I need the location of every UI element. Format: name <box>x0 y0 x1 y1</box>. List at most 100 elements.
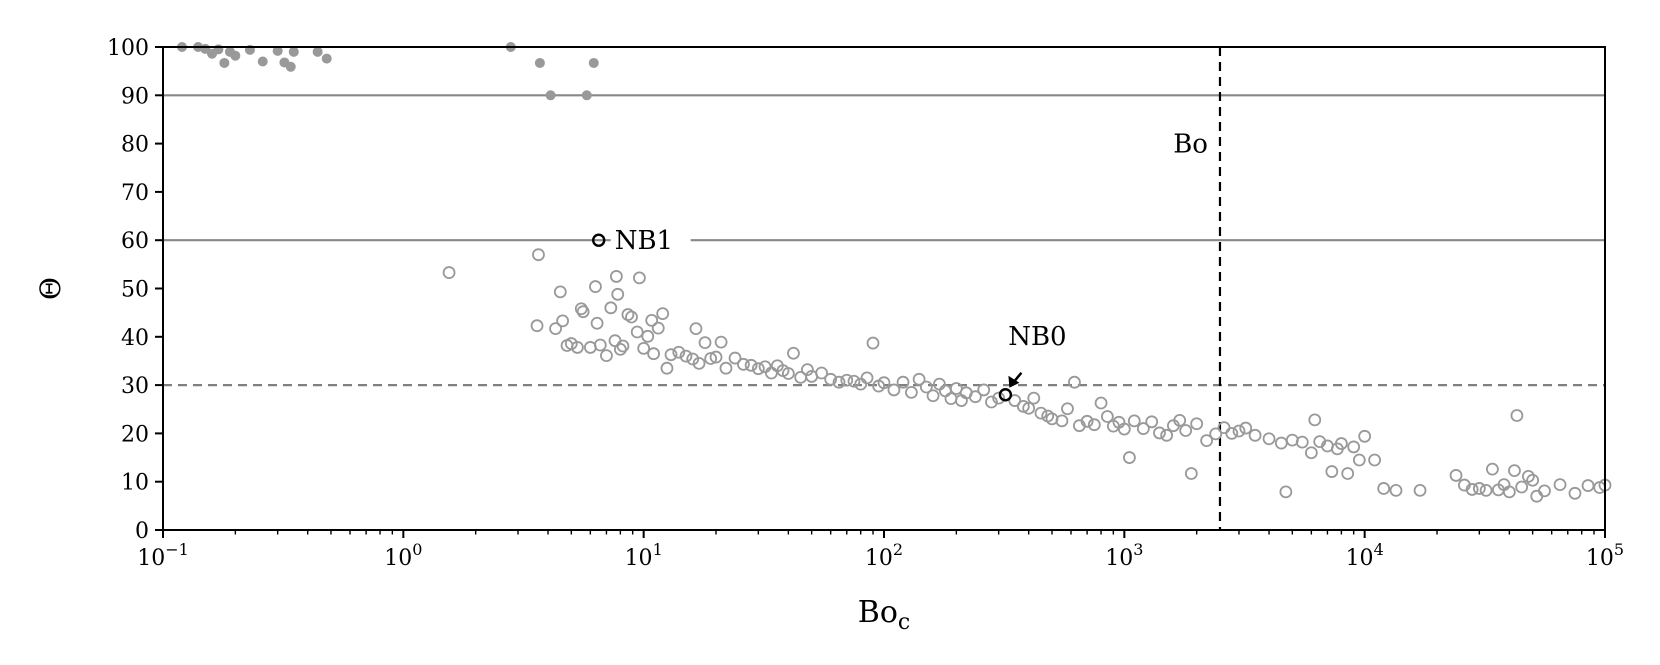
filled-point <box>219 57 230 68</box>
hollow-point <box>1377 482 1391 495</box>
hollow-point <box>1094 396 1108 410</box>
filled-point <box>588 57 599 68</box>
hollow-point <box>728 351 742 365</box>
annotation-nb1: NB1 <box>615 226 673 256</box>
hollow-point <box>549 322 562 335</box>
hollow-point <box>1179 424 1193 437</box>
hollow-point <box>860 371 874 385</box>
hollow-point <box>1262 432 1276 446</box>
hollow-point <box>758 360 772 374</box>
x-tick-label: 10−1 <box>137 540 189 571</box>
hollow-point <box>1034 406 1048 420</box>
hollow-point <box>1485 462 1499 476</box>
hollow-point <box>1145 415 1159 429</box>
hollow-point <box>877 376 891 390</box>
hollow-point <box>692 356 706 370</box>
hollow-point <box>1358 429 1372 443</box>
filled-point <box>534 57 545 68</box>
hollow-point <box>887 383 901 397</box>
hollow-point <box>686 352 700 366</box>
hollow-point <box>751 362 765 376</box>
hollow-point <box>1274 436 1288 450</box>
hollow-point <box>1521 469 1535 483</box>
y-tick-label: 40 <box>121 326 149 351</box>
hollow-point <box>968 390 982 404</box>
x-tick-label: 101 <box>625 540 663 571</box>
hollow-point <box>1465 483 1479 496</box>
hollow-point <box>781 367 795 380</box>
hollow-point <box>556 314 570 328</box>
x-tick-label: 105 <box>1586 540 1624 571</box>
hollow-point <box>1308 413 1322 427</box>
hollow-point <box>832 375 846 389</box>
hollow-point <box>1553 478 1567 491</box>
hollow-point <box>764 366 778 380</box>
hollow-point <box>1538 484 1551 498</box>
data-points <box>177 42 1612 503</box>
y-tick-label: 30 <box>121 374 149 399</box>
hollow-point <box>1127 414 1141 428</box>
hollow-point <box>672 345 686 359</box>
hollow-point <box>1581 479 1595 492</box>
hollow-point <box>625 310 638 324</box>
hollow-point <box>1510 409 1524 422</box>
hollow-point <box>1479 483 1493 497</box>
hollow-point <box>576 305 590 319</box>
hollow-point <box>744 358 758 372</box>
hollow-point <box>593 338 607 352</box>
hollow-point <box>1027 391 1041 405</box>
hollow-point <box>926 389 940 403</box>
filled-point <box>272 45 283 56</box>
y-tick-label: 20 <box>121 422 149 447</box>
hollow-point <box>1061 402 1074 416</box>
hollow-point <box>1080 414 1094 428</box>
hollow-point <box>1515 480 1529 494</box>
hollow-point <box>1389 483 1403 497</box>
hollow-point <box>904 385 918 399</box>
hollow-point <box>656 307 670 321</box>
hollow-point <box>912 372 926 386</box>
x-axis-label: Boc <box>858 595 910 635</box>
annotations: Bo NB1 NB0 <box>610 130 1208 388</box>
hollow-point <box>698 336 712 349</box>
hollow-point <box>1526 473 1540 487</box>
hollow-point <box>1368 453 1382 467</box>
hollow-point <box>1413 483 1427 497</box>
hollow-point <box>736 357 750 371</box>
hollow-point <box>571 341 584 354</box>
filled-point <box>581 90 592 101</box>
filled-point <box>321 53 332 64</box>
hollow-point <box>651 321 665 335</box>
y-axis-label: Θ <box>34 277 67 300</box>
hollow-point <box>664 348 678 362</box>
y-tick-label: 10 <box>121 471 149 496</box>
y-tick-label: 70 <box>121 181 149 206</box>
y-tick-label: 60 <box>121 229 149 254</box>
highlighted-point <box>998 388 1013 402</box>
hollow-point <box>647 347 661 361</box>
y-tick-label: 90 <box>121 84 149 109</box>
hollow-point <box>679 349 693 363</box>
hollow-point <box>1502 485 1516 499</box>
hollow-point <box>1209 427 1223 441</box>
filled-point <box>213 44 224 55</box>
y-tick-label: 0 <box>135 519 149 544</box>
hollow-point <box>824 372 838 386</box>
hollow-point <box>1022 401 1036 415</box>
hollow-point <box>1341 467 1355 480</box>
hollow-point <box>1153 426 1166 440</box>
hollow-point <box>1232 424 1246 438</box>
hollow-point <box>1449 469 1463 482</box>
y-tick-label: 50 <box>121 278 149 303</box>
hollow-point <box>660 361 674 375</box>
hollow-point <box>641 329 655 343</box>
hollow-point <box>1184 467 1198 480</box>
hollow-point <box>553 285 567 299</box>
hollow-point <box>1279 485 1293 499</box>
hollow-point <box>1508 464 1521 477</box>
hollow-point <box>645 313 659 327</box>
filled-point <box>285 61 296 72</box>
hollow-point <box>919 380 933 394</box>
hollow-point <box>616 339 630 353</box>
hollow-point <box>1055 414 1069 428</box>
